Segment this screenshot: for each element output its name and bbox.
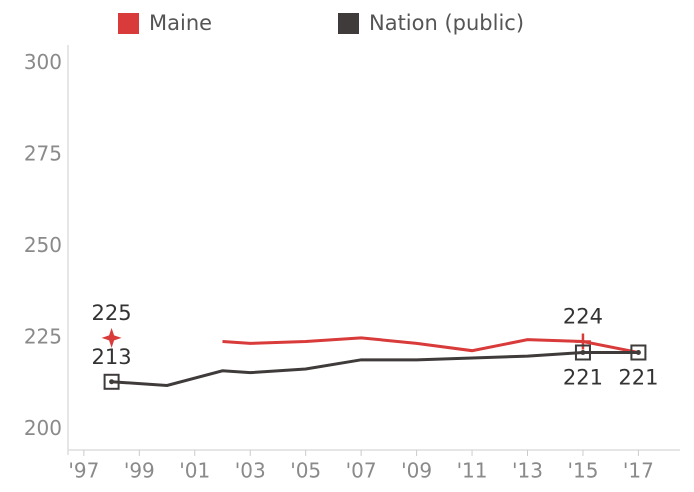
y-tick-label: 250 <box>24 233 62 257</box>
point-marker <box>574 333 591 350</box>
x-tick-label: '01 <box>179 459 210 483</box>
x-tick-label: '07 <box>346 459 377 483</box>
x-tick-label: '09 <box>401 459 432 483</box>
legend-swatch <box>338 13 359 34</box>
x-tick-label: '99 <box>124 459 155 483</box>
x-tick-label: '17 <box>623 459 654 483</box>
data-label: 224 <box>563 305 603 329</box>
data-label: 221 <box>563 366 603 390</box>
series-line <box>111 351 639 387</box>
x-tick-label: '15 <box>567 459 598 483</box>
point-dot <box>109 379 115 385</box>
point-marker <box>574 344 591 361</box>
data-label: 225 <box>92 301 132 325</box>
data-label: 221 <box>618 366 658 390</box>
y-tick-label: 300 <box>24 50 62 74</box>
y-tick-label: 200 <box>24 416 62 440</box>
x-tick-label: '05 <box>290 459 321 483</box>
x-tick-label: '11 <box>457 459 488 483</box>
y-tick-label: 225 <box>24 324 62 348</box>
x-tick-label: '13 <box>512 459 543 483</box>
point-marker <box>103 373 120 390</box>
legend-swatch <box>118 13 139 34</box>
y-tick-label: 275 <box>24 141 62 165</box>
legend-label: Maine <box>149 11 212 35</box>
data-label: 213 <box>92 345 132 369</box>
series-line <box>222 336 639 354</box>
point-dot <box>580 350 586 355</box>
point-marker <box>630 344 647 361</box>
legend-label: Nation (public) <box>369 11 524 35</box>
x-tick-label: '03 <box>235 459 266 483</box>
point-marker <box>101 327 122 348</box>
point-dot <box>635 350 641 355</box>
x-tick-label: '97 <box>68 459 99 483</box>
